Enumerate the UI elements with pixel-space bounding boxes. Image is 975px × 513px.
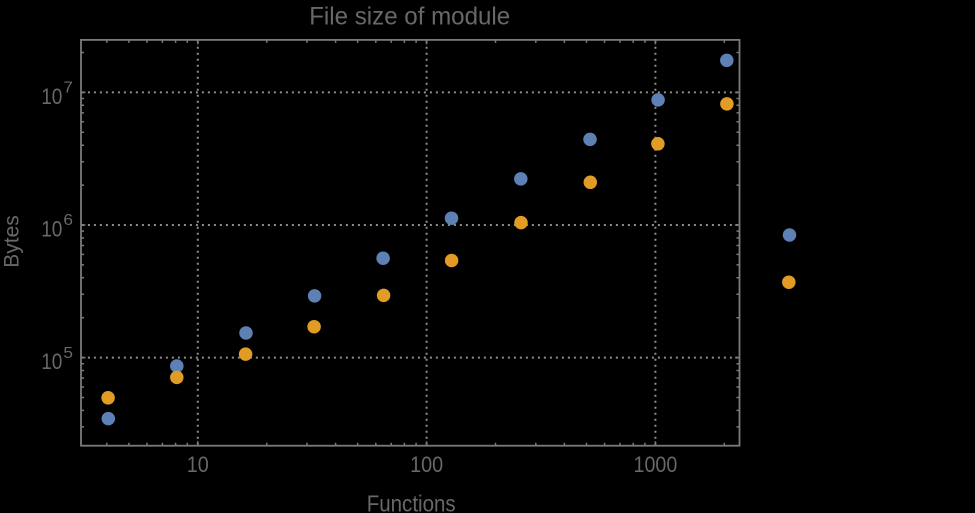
svg-text:Functions: Functions	[367, 491, 456, 513]
svg-text:Bytes: Bytes	[0, 215, 23, 268]
svg-text:10: 10	[41, 84, 62, 109]
svg-text:1000: 1000	[634, 452, 678, 477]
svg-text:5: 5	[63, 345, 73, 362]
svg-text:10: 10	[41, 216, 62, 241]
svg-text:7: 7	[63, 80, 73, 97]
svg-text:File size of module: File size of module	[309, 3, 510, 31]
svg-text:10: 10	[187, 452, 209, 477]
svg-text:100: 100	[410, 452, 443, 477]
svg-text:10: 10	[41, 349, 62, 374]
svg-text:6: 6	[63, 212, 73, 229]
